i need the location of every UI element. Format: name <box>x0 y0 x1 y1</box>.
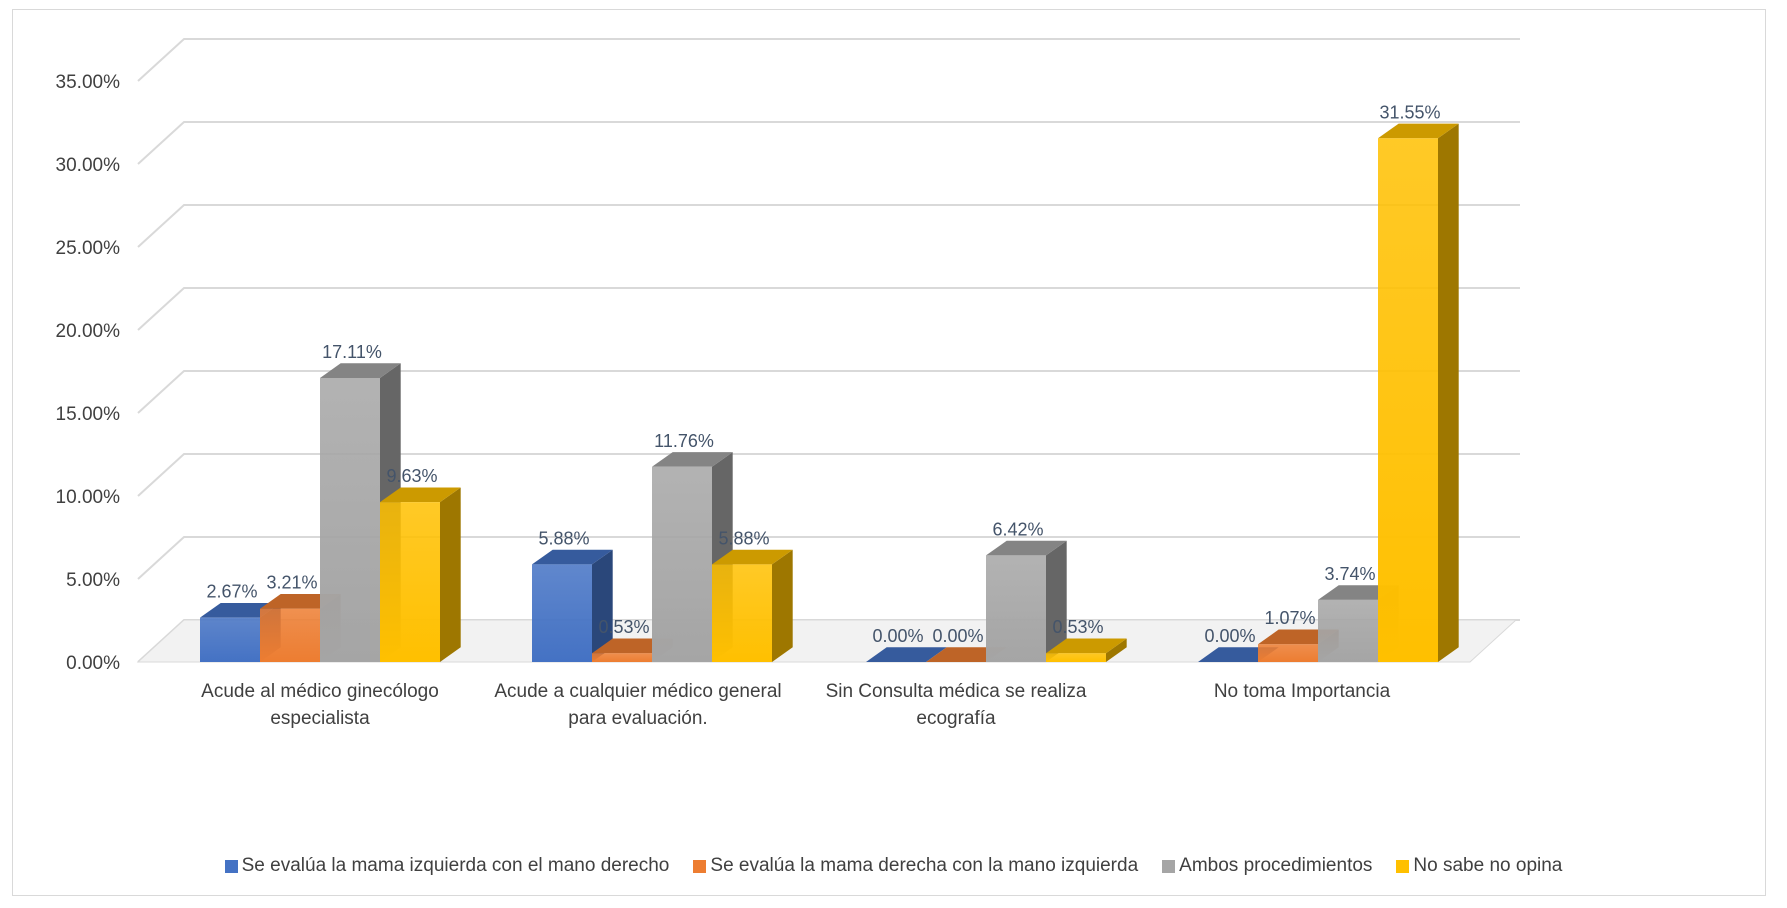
data-label: 5.88% <box>538 528 589 548</box>
y-tick-label: 20.00% <box>56 321 121 342</box>
bar-side <box>440 487 461 662</box>
data-label: 5.88% <box>718 528 769 548</box>
chart-frame <box>12 9 1766 896</box>
bars <box>200 123 1459 662</box>
legend-swatch <box>1162 859 1176 873</box>
bar <box>866 647 947 662</box>
data-label: 1.07% <box>1264 608 1315 628</box>
legend-swatch <box>693 859 707 873</box>
bar-top <box>1046 638 1127 654</box>
data-label: 6.42% <box>992 519 1043 539</box>
bar-side <box>1046 540 1067 662</box>
bar <box>986 540 1067 662</box>
legend-label: No sabe no opina <box>1413 855 1563 876</box>
bar-front <box>380 502 440 662</box>
y-tick-label: 30.00% <box>56 155 121 176</box>
bar-top <box>652 452 733 467</box>
category-label: Sin Consulta médica se realiza ecografía <box>825 681 1087 729</box>
bar-side <box>772 549 793 662</box>
category-label: Acude a cualquier médico general para ev… <box>494 681 782 729</box>
bar-front <box>1046 653 1106 662</box>
bar-top <box>986 540 1067 556</box>
legend-label: Se evalúa la mama derecha con la mano iz… <box>710 855 1139 876</box>
data-label: 0.00% <box>1204 626 1255 646</box>
y-tick-label: 25.00% <box>56 238 121 259</box>
bar <box>1378 123 1459 662</box>
bar-front <box>200 617 260 662</box>
y-tick-label: 35.00% <box>56 72 121 93</box>
bar <box>712 549 793 662</box>
data-label: 0.53% <box>598 617 649 637</box>
data-label: 0.00% <box>872 626 923 646</box>
category-label: Acude al médico ginecólogo especialista <box>201 681 439 729</box>
bar-top <box>712 549 793 565</box>
bar-front <box>592 653 652 662</box>
data-label: 17.11% <box>322 342 382 362</box>
legend-label: Se evalúa la mama izquierda con el mano … <box>241 855 670 876</box>
bar-front <box>1258 644 1318 662</box>
bar-front <box>986 555 1046 662</box>
bar-top <box>1378 123 1459 139</box>
data-label: 0.00% <box>932 626 983 646</box>
gridline <box>137 287 1520 331</box>
legend-item[interactable]: Ambos procedimientos <box>1162 855 1372 877</box>
bar <box>1046 638 1127 662</box>
data-label: 3.21% <box>266 573 317 593</box>
gridline <box>137 370 1520 414</box>
gridline <box>137 536 1520 580</box>
gridlines <box>136 38 1520 663</box>
data-label: 2.67% <box>206 582 257 602</box>
bar <box>380 487 461 662</box>
bar-front <box>1318 599 1378 662</box>
bar-side <box>1106 638 1127 662</box>
data-labels: 2.67% 3.21% 17.11% 9.63% 5.88% 0.53% 11.76% 5.8… <box>206 102 1440 646</box>
bar-front <box>1378 138 1438 662</box>
data-label: 9.63% <box>386 466 437 486</box>
y-tick-label: 0.00% <box>66 653 120 674</box>
data-label: 0.53% <box>1052 617 1103 637</box>
bar-front <box>260 608 320 662</box>
legend-item[interactable]: No sabe no opina <box>1396 855 1562 877</box>
bar-front <box>532 564 592 662</box>
data-label: 31.55% <box>1379 102 1440 122</box>
legend-item[interactable]: Se evalúa la mama izquierda con el mano … <box>224 855 670 877</box>
gridline <box>137 204 1520 248</box>
legend-item[interactable]: Se evalúa la mama derecha con la mano iz… <box>693 855 1138 877</box>
category-label: No toma Importancia <box>1213 681 1391 702</box>
bar <box>532 549 613 662</box>
data-label: 11.76% <box>654 431 714 451</box>
legend: Se evalúa la mama izquierda con el mano … <box>0 855 1787 877</box>
bar-top <box>320 363 401 378</box>
bar-top <box>866 647 947 662</box>
legend-swatch <box>224 859 238 873</box>
gridline <box>137 453 1520 497</box>
gridline <box>137 38 1520 82</box>
y-axis-ticks: 0.00% 5.00% 10.00% 15.00% 20.00% 25.00% 30.00%… <box>56 72 121 674</box>
gridline <box>137 121 1520 165</box>
y-tick-label: 5.00% <box>66 570 120 591</box>
bar-front <box>652 466 712 662</box>
bar-front <box>712 564 772 662</box>
y-tick-label: 15.00% <box>56 404 121 425</box>
y-tick-label: 10.00% <box>56 487 121 508</box>
bar-top <box>532 549 613 565</box>
legend-swatch <box>1396 859 1410 873</box>
bar-top <box>380 487 461 503</box>
legend-label: Ambos procedimientos <box>1179 855 1373 876</box>
bar-side <box>592 549 613 662</box>
bar-front <box>320 377 380 662</box>
bar-side <box>1438 123 1459 662</box>
data-label: 3.74% <box>1324 564 1375 584</box>
